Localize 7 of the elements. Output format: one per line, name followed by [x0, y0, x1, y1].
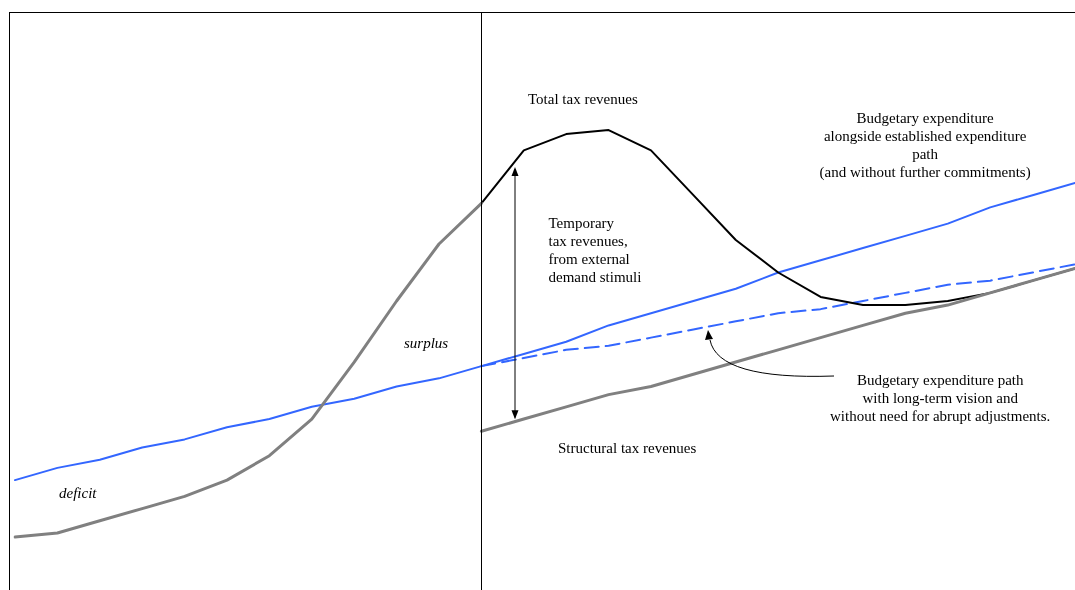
- annotation: Temporary tax revenues, from external demand stimuli: [548, 214, 642, 286]
- annotation: Structural tax revenues: [558, 439, 697, 457]
- annotation: surplus: [404, 334, 449, 352]
- annotation: Budgetary expenditure alongside established expenditure path (and without further commitments): [819, 109, 1031, 181]
- annotation: deficit: [59, 484, 97, 502]
- annotation: Budgetary expenditure path with long-term vision and without need for abrupt adjustments.: [830, 371, 1051, 425]
- text: Total tax revenues: [528, 90, 638, 108]
